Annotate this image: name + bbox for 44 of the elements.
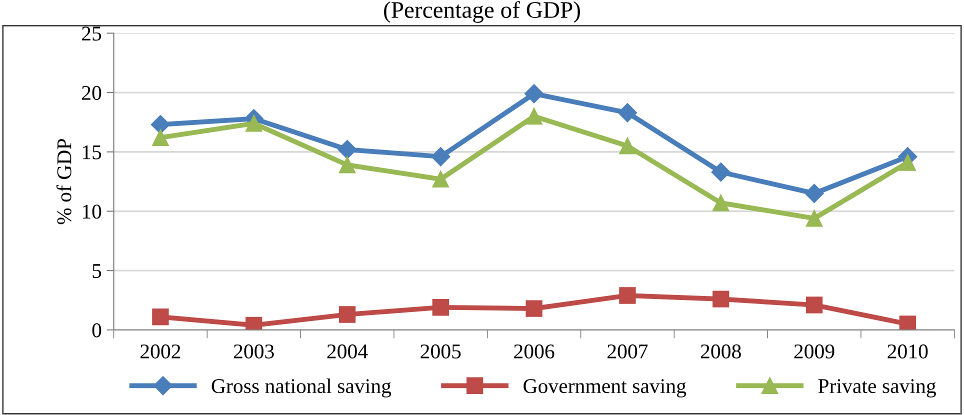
x-tick-label: 2008	[700, 344, 741, 358]
y-tick-label: 10	[82, 204, 102, 219]
point	[431, 147, 450, 166]
point	[806, 210, 823, 227]
point	[524, 84, 544, 104]
point	[899, 316, 916, 330]
point	[619, 287, 636, 304]
point	[432, 170, 449, 188]
point	[338, 140, 357, 160]
y-tick-label: 5	[92, 264, 102, 278]
x-tick-label: 2003	[234, 344, 274, 358]
legend-label: Private saving	[818, 379, 936, 398]
point	[246, 115, 262, 132]
point	[618, 103, 637, 122]
x-tick-label: 2005	[420, 344, 461, 358]
y-axis-title: % of GDP	[56, 138, 72, 224]
y-tick-label: 20	[82, 86, 102, 100]
point	[712, 290, 730, 308]
y-tick-label: 15	[82, 145, 102, 160]
point	[152, 308, 169, 326]
legend-label: Gross national saving	[212, 378, 392, 398]
point	[806, 296, 823, 314]
x-tick-label: 2006	[514, 344, 554, 358]
y-tick-label: 25	[82, 26, 102, 41]
chart-title: (Percentage of GDP)	[384, 1, 580, 23]
point	[526, 300, 542, 317]
x-tick-label: 2004	[327, 344, 368, 358]
x-tick-label: 2007	[608, 344, 648, 358]
y-tick-label: 0	[92, 323, 102, 338]
x-tick-label: 2002	[140, 344, 180, 358]
point	[619, 138, 636, 154]
point	[711, 162, 730, 182]
point	[150, 115, 170, 134]
point	[526, 108, 542, 125]
point	[432, 299, 449, 316]
point	[899, 154, 916, 171]
x-tick-label: 2010	[888, 344, 928, 358]
point	[338, 306, 356, 323]
point	[152, 129, 169, 146]
point	[804, 184, 824, 203]
legend-label: Government saving	[524, 379, 686, 398]
point	[338, 156, 356, 174]
point	[712, 194, 730, 212]
x-tick-label: 2009	[794, 344, 834, 358]
